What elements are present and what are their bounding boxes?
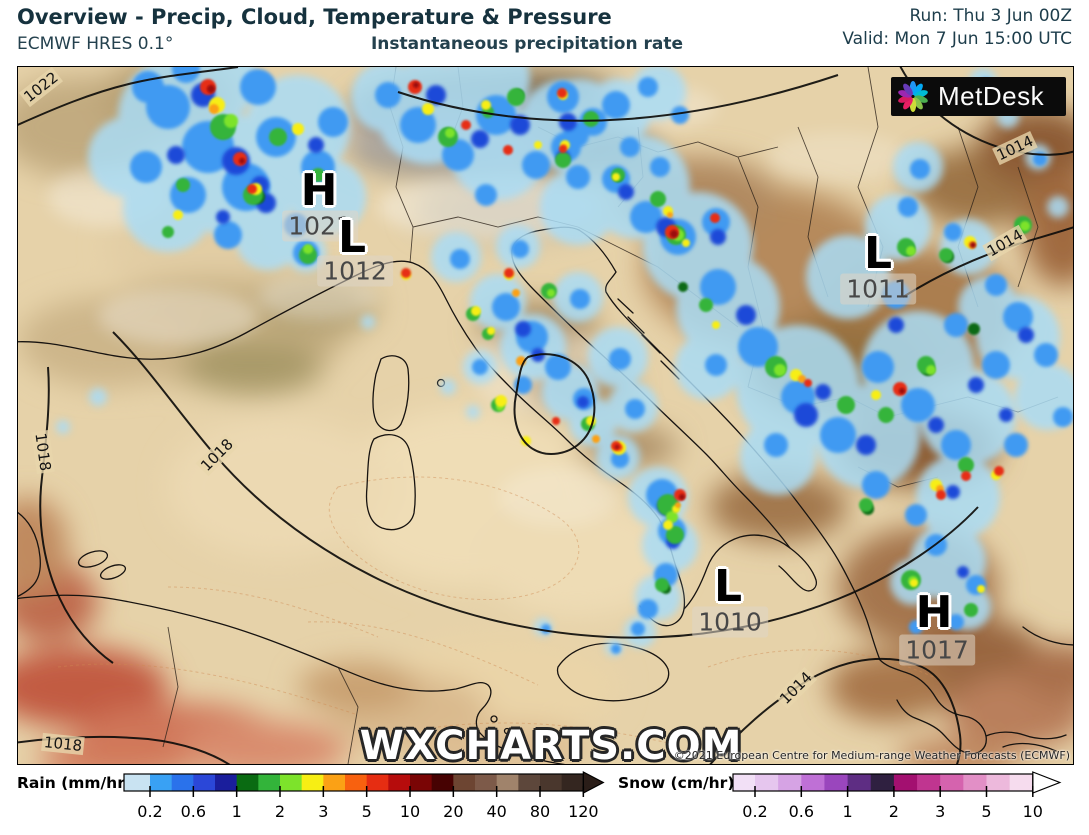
map-overlay: MetDesk WXCHARTS.COM ©2021 European Cent… bbox=[18, 66, 1073, 769]
model-label: ECMWF HRES 0.1° bbox=[17, 34, 174, 54]
rain-tick-label: 1 bbox=[232, 802, 242, 821]
pressure-value: 1012 bbox=[317, 255, 393, 287]
coastlines bbox=[18, 226, 1073, 764]
snow-tick-label: 0.2 bbox=[742, 802, 767, 821]
chart-header: Overview - Precip, Cloud, Temperature & … bbox=[0, 0, 1089, 66]
rain-tick-label: 2 bbox=[275, 802, 285, 821]
isobar-label: 1014 bbox=[774, 666, 818, 710]
pressure-value: 1017 bbox=[899, 634, 975, 666]
isobar-label: 1018 bbox=[195, 433, 239, 477]
page-title: Overview - Precip, Cloud, Temperature & … bbox=[17, 5, 612, 29]
snow-tick-label: 10 bbox=[1023, 802, 1043, 821]
rain-tick-label: 0.6 bbox=[181, 802, 206, 821]
rain-tick-label: 40 bbox=[486, 802, 506, 821]
valid-label: Valid: Mon 7 Jun 15:00 UTC bbox=[842, 29, 1072, 49]
snow-colorbar: Snow (cm/hr) 0.2 0.6 1 2 3 5 10 bbox=[618, 771, 1062, 821]
run-valid-info: Run: Thu 3 Jun 00Z Valid: Mon 7 Jun 15:0… bbox=[842, 5, 1072, 51]
legend-canvas: Rain (mm/hr) 0.2 0.6 1 2 3 5 10 20 40 80 120 Snow (c… bbox=[17, 771, 1062, 821]
rain-tick-label: 3 bbox=[318, 802, 328, 821]
weather-map: MetDesk WXCHARTS.COM ©2021 European Cent… bbox=[17, 66, 1074, 769]
snow-tick-label: 0.6 bbox=[789, 802, 814, 821]
isobar-label: 1018 bbox=[41, 732, 85, 756]
rain-tick-label: 0.2 bbox=[137, 802, 162, 821]
pressure-value: 1021 bbox=[282, 210, 358, 242]
rain-tick-label: 5 bbox=[362, 802, 372, 821]
rain-tick-label: 10 bbox=[400, 802, 420, 821]
pressure-value: 1010 bbox=[692, 606, 768, 638]
run-label: Run: Thu 3 Jun 00Z bbox=[909, 6, 1072, 26]
snow-tick-label: 3 bbox=[935, 802, 945, 821]
precipitation-overlay bbox=[56, 67, 1073, 656]
isobar-label: 1014 bbox=[992, 130, 1038, 166]
isobar-label: 1014 bbox=[982, 224, 1028, 262]
wxcharts-watermark: WXCHARTS.COM bbox=[359, 723, 743, 769]
pressure-center-l-1011: L bbox=[863, 228, 893, 279]
metdesk-logo-text: MetDesk bbox=[938, 81, 1045, 111]
rain-tick-label: 80 bbox=[530, 802, 550, 821]
snow-legend-label: Snow (cm/hr) bbox=[618, 774, 734, 792]
metdesk-pinwheel-icon bbox=[898, 81, 928, 112]
copyright-notice: ©2021 European Centre for Medium-range W… bbox=[673, 749, 1070, 762]
rain-tick-label: 120 bbox=[568, 802, 599, 821]
isobar-label: 1022 bbox=[18, 66, 64, 108]
rain-legend-label: Rain (mm/hr) bbox=[17, 774, 132, 792]
pressure-center-l-1012: L bbox=[337, 212, 367, 263]
pressure-center-h-1021: H bbox=[300, 165, 338, 216]
pressure-value: 1011 bbox=[840, 273, 916, 305]
rain-tick-label: 20 bbox=[443, 802, 463, 821]
legend-bar: Rain (mm/hr) 0.2 0.6 1 2 3 5 10 20 40 80 120 Snow (c… bbox=[0, 770, 1089, 830]
pressure-center-h-1017: H bbox=[915, 587, 953, 638]
temperature-contours bbox=[57, 476, 939, 744]
pressure-center-l-1010: L bbox=[713, 561, 743, 612]
snow-tick-label: 5 bbox=[981, 802, 991, 821]
field-label: Instantaneous precipitation rate bbox=[370, 34, 684, 54]
metdesk-logo: MetDesk bbox=[891, 77, 1066, 116]
snow-tick-label: 2 bbox=[889, 802, 899, 821]
rain-colorbar: Rain (mm/hr) 0.2 0.6 1 2 3 5 10 20 40 80 120 bbox=[17, 771, 605, 821]
isobar-label: 1018 bbox=[31, 429, 55, 475]
snow-tick-label: 1 bbox=[843, 802, 853, 821]
